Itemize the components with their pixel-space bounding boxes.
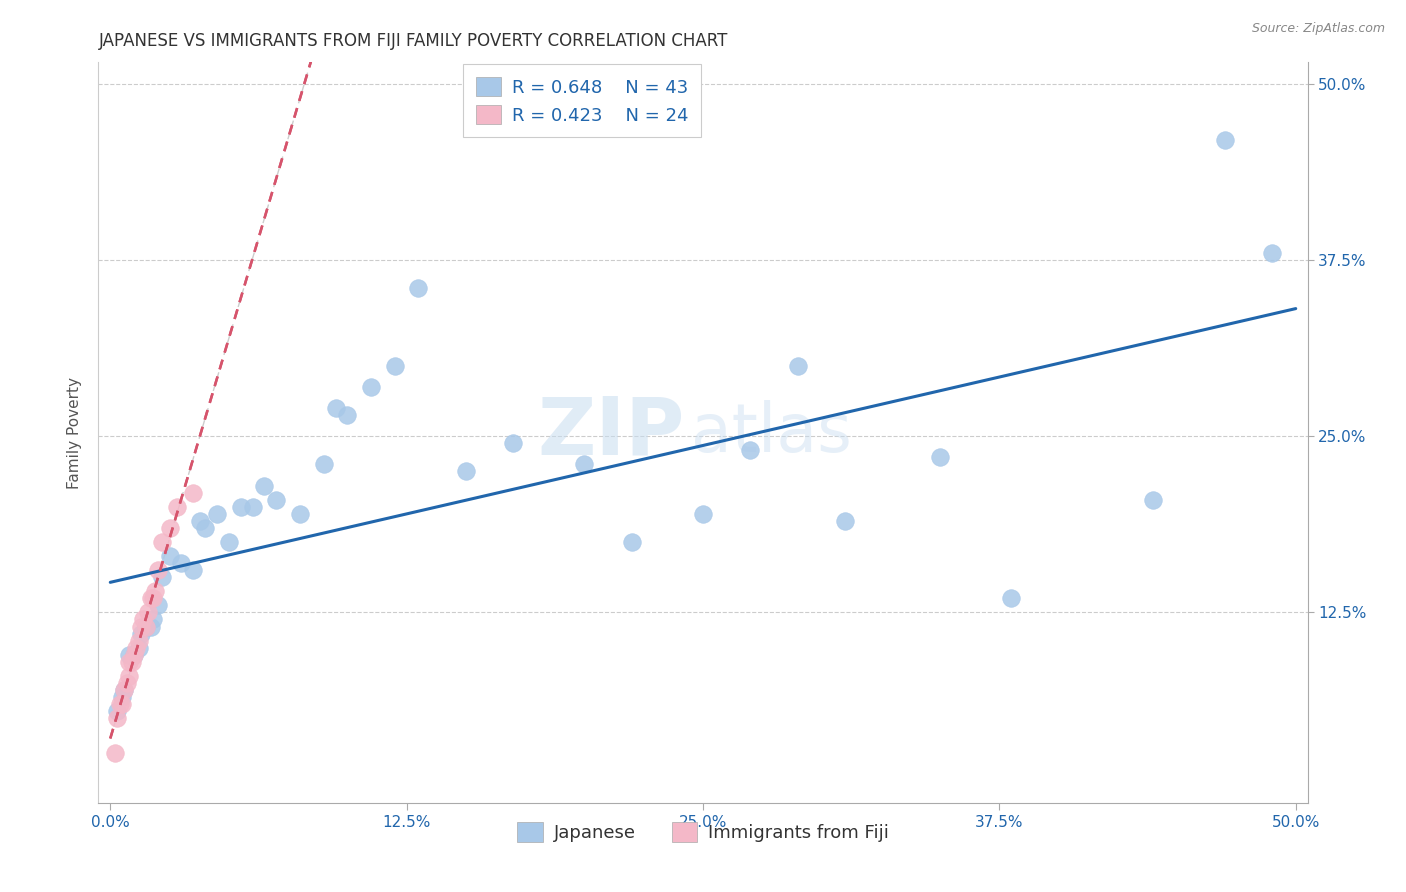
Text: JAPANESE VS IMMIGRANTS FROM FIJI FAMILY POVERTY CORRELATION CHART: JAPANESE VS IMMIGRANTS FROM FIJI FAMILY …: [98, 32, 728, 50]
Point: [118, 648, 141, 662]
Point: [288, 507, 311, 521]
Point: [408, 281, 430, 295]
Point: [115, 676, 138, 690]
Point: [135, 619, 157, 633]
Point: [118, 655, 141, 669]
Point: [105, 704, 128, 718]
Point: [135, 619, 157, 633]
Point: [253, 478, 276, 492]
Point: [1261, 245, 1284, 260]
Point: [166, 500, 188, 514]
Point: [1000, 591, 1022, 606]
Point: [205, 507, 228, 521]
Point: [740, 443, 762, 458]
Y-axis label: Family Poverty: Family Poverty: [67, 376, 83, 489]
Legend: Japanese, Immigrants from Fiji: Japanese, Immigrants from Fiji: [510, 815, 896, 849]
Point: [264, 492, 287, 507]
Point: [574, 458, 596, 472]
Point: [360, 380, 382, 394]
Text: Source: ZipAtlas.com: Source: ZipAtlas.com: [1251, 22, 1385, 36]
Point: [194, 521, 217, 535]
Point: [229, 500, 252, 514]
Point: [118, 669, 141, 683]
Point: [384, 359, 406, 373]
Point: [1142, 492, 1164, 507]
Point: [132, 612, 155, 626]
Point: [129, 619, 152, 633]
Point: [170, 556, 193, 570]
Point: [143, 584, 166, 599]
Point: [190, 514, 212, 528]
Point: [325, 401, 347, 415]
Point: [159, 521, 181, 535]
Point: [111, 690, 134, 704]
Point: [129, 626, 152, 640]
Point: [834, 514, 856, 528]
Point: [114, 683, 136, 698]
Point: [242, 500, 264, 514]
Point: [146, 563, 169, 577]
Point: [139, 591, 162, 606]
Point: [152, 535, 174, 549]
Point: [152, 570, 174, 584]
Point: [142, 591, 165, 606]
Point: [336, 408, 359, 422]
Point: [105, 711, 128, 725]
Point: [122, 648, 145, 662]
Point: [620, 535, 643, 549]
Point: [142, 612, 165, 626]
Point: [125, 640, 148, 655]
Point: [128, 640, 150, 655]
Point: [136, 606, 159, 620]
Point: [139, 619, 162, 633]
Point: [1213, 133, 1236, 147]
Point: [502, 436, 524, 450]
Point: [159, 549, 181, 563]
Point: [122, 648, 145, 662]
Point: [111, 697, 134, 711]
Point: [312, 458, 335, 472]
Point: [146, 599, 169, 613]
Text: atlas: atlas: [690, 400, 852, 466]
Point: [692, 507, 714, 521]
Point: [121, 655, 143, 669]
Point: [114, 683, 136, 698]
Point: [128, 633, 150, 648]
Point: [218, 535, 240, 549]
Point: [104, 747, 127, 761]
Point: [929, 450, 952, 465]
Point: [108, 697, 131, 711]
Point: [181, 563, 204, 577]
Point: [454, 464, 477, 478]
Text: ZIP: ZIP: [537, 393, 685, 472]
Point: [181, 485, 204, 500]
Point: [786, 359, 808, 373]
